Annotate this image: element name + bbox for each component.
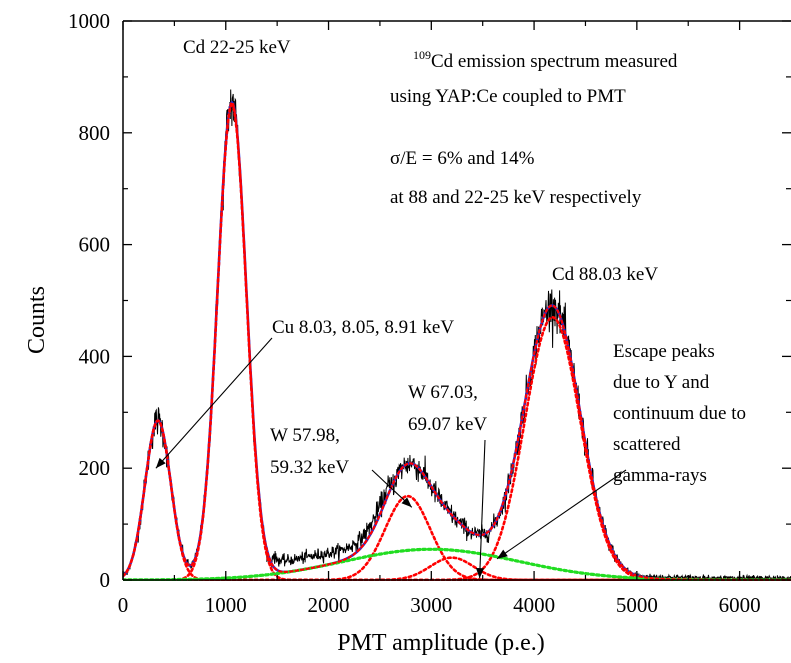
cu-peak-component-line [123,421,791,580]
annotation-cd88: Cd 88.03 keV [552,264,658,285]
w57-peak-component-line [123,496,791,580]
annotation-w57: W 57.98, 59.32 keV [270,425,412,507]
x-tick-label: 3000 [410,593,452,617]
info-line-1: 109Cd emission spectrum measured [413,48,678,72]
annotation-escape-line: due to Y and [613,372,710,393]
annotation-cd88-line: Cd 88.03 keV [552,264,658,285]
x-tick-label: 5000 [616,593,658,617]
annotation-cd22-line: Cd 22-25 keV [183,37,291,58]
y-tick-label: 800 [79,121,111,145]
y-tick-label: 600 [79,233,111,257]
info-text-block: 109Cd emission spectrum measured using Y… [390,48,678,208]
y-tick-label: 1000 [68,9,110,33]
annotation-escape-line: scattered [613,434,681,455]
y-axis-title: Counts [24,286,50,354]
info-line-4: at 88 and 22-25 keV respectively [390,187,642,208]
info-line-3: σ/E = 6% and 14% [390,148,535,169]
annotation-w67-line: 69.07 keV [408,414,487,435]
annotation-cd22: Cd 22-25 keV [183,37,291,58]
annotation-w57-line: W 57.98, [270,425,340,446]
y-tick-label: 400 [79,344,111,368]
info-superscript: 109 [413,48,431,62]
x-tick-label: 6000 [719,593,761,617]
x-tick-label: 1000 [205,593,247,617]
info-line-1-rest: Cd emission spectrum measured [431,51,678,72]
annotation-w67-line: W 67.03, [408,382,478,403]
x-tick-label: 0 [118,593,129,617]
annotation-escape-line: gamma-rays [613,465,707,486]
y-tick-label: 200 [79,456,111,480]
annotation-w57-line: 59.32 keV [270,457,349,478]
annotations: Cd 22-25 keV Cd 88.03 keV Cu 8.03, 8.05, 8… [156,37,746,578]
info-line-2: using YAP:Ce coupled to PMT [390,86,626,107]
x-tick-label: 4000 [513,593,555,617]
annotation-escape-line: continuum due to [613,403,746,424]
annotation-escape-arrow [497,470,626,559]
annotation-escape-line: Escape peaks [613,341,715,362]
annotation-w67-arrow [480,440,485,578]
y-tick-label: 0 [100,568,111,592]
x-tick-label: 2000 [308,593,350,617]
annotation-cu-line: Cu 8.03, 8.05, 8.91 keV [272,317,454,338]
x-axis-title: PMT amplitude (p.e.) [337,630,545,656]
